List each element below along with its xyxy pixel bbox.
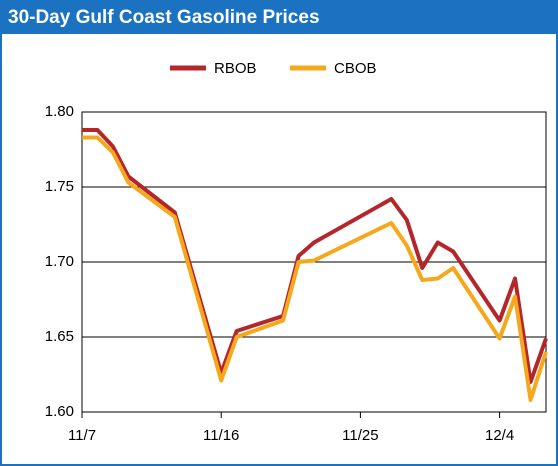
x-tick-label: 12/4 [485, 427, 514, 444]
legend-label: CBOB [334, 60, 377, 77]
x-tick-label: 11/25 [342, 427, 378, 444]
legend-label: RBOB [214, 60, 257, 77]
y-tick-label: 1.80 [45, 103, 74, 120]
y-tick-label: 1.75 [45, 178, 74, 195]
x-tick-label: 11/7 [68, 427, 96, 444]
y-tick-label: 1.70 [45, 253, 74, 270]
y-tick-label: 1.65 [45, 328, 74, 345]
plot-border [81, 111, 547, 413]
chart-title: 30-Day Gulf Coast Gasoline Prices [2, 2, 556, 34]
y-tick-label: 1.60 [45, 403, 74, 420]
line-series [82, 128, 548, 384]
line-series [82, 135, 548, 402]
x-tick-label: 11/16 [203, 427, 239, 444]
